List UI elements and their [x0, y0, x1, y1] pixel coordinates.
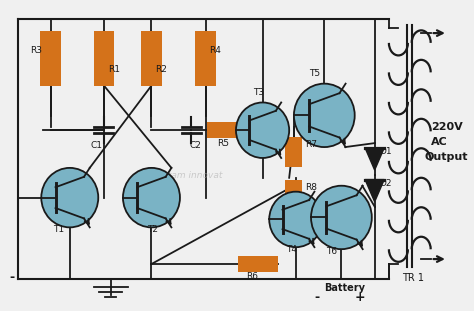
Circle shape — [269, 192, 322, 247]
Text: R2: R2 — [155, 65, 167, 74]
Text: T3: T3 — [253, 88, 264, 96]
Text: T5: T5 — [309, 69, 320, 78]
Text: +: + — [355, 291, 365, 304]
Text: T6: T6 — [326, 247, 337, 256]
FancyBboxPatch shape — [40, 31, 61, 86]
Text: AC: AC — [431, 137, 447, 147]
Circle shape — [236, 103, 289, 158]
Text: R8: R8 — [305, 183, 317, 192]
Text: D1: D1 — [379, 147, 392, 156]
FancyBboxPatch shape — [285, 180, 302, 210]
Text: C2: C2 — [190, 141, 201, 150]
Circle shape — [41, 168, 98, 227]
Text: R5: R5 — [217, 139, 229, 148]
Text: T2: T2 — [147, 225, 158, 234]
Text: D2: D2 — [379, 179, 392, 188]
Text: T1: T1 — [53, 225, 64, 234]
Text: swagatam innovat: swagatam innovat — [139, 171, 222, 180]
FancyBboxPatch shape — [195, 31, 216, 86]
Text: R3: R3 — [30, 46, 42, 55]
Text: -: - — [9, 271, 14, 284]
Text: R4: R4 — [210, 46, 221, 55]
Text: R6: R6 — [246, 272, 258, 281]
Text: Battery: Battery — [324, 283, 365, 293]
Polygon shape — [365, 148, 384, 170]
Polygon shape — [365, 179, 384, 202]
Text: R7: R7 — [305, 140, 317, 149]
FancyBboxPatch shape — [93, 31, 114, 86]
FancyBboxPatch shape — [238, 256, 278, 272]
Text: TR 1: TR 1 — [402, 273, 424, 283]
Text: C1: C1 — [91, 141, 103, 150]
Text: -: - — [315, 291, 320, 304]
Text: R1: R1 — [108, 65, 120, 74]
Text: T4: T4 — [286, 245, 297, 254]
Circle shape — [311, 186, 372, 249]
FancyBboxPatch shape — [285, 137, 302, 167]
Circle shape — [123, 168, 180, 227]
FancyBboxPatch shape — [141, 31, 162, 86]
FancyBboxPatch shape — [207, 122, 246, 138]
Circle shape — [294, 84, 355, 147]
Text: 220V: 220V — [431, 122, 463, 132]
Text: Output: Output — [424, 152, 467, 162]
